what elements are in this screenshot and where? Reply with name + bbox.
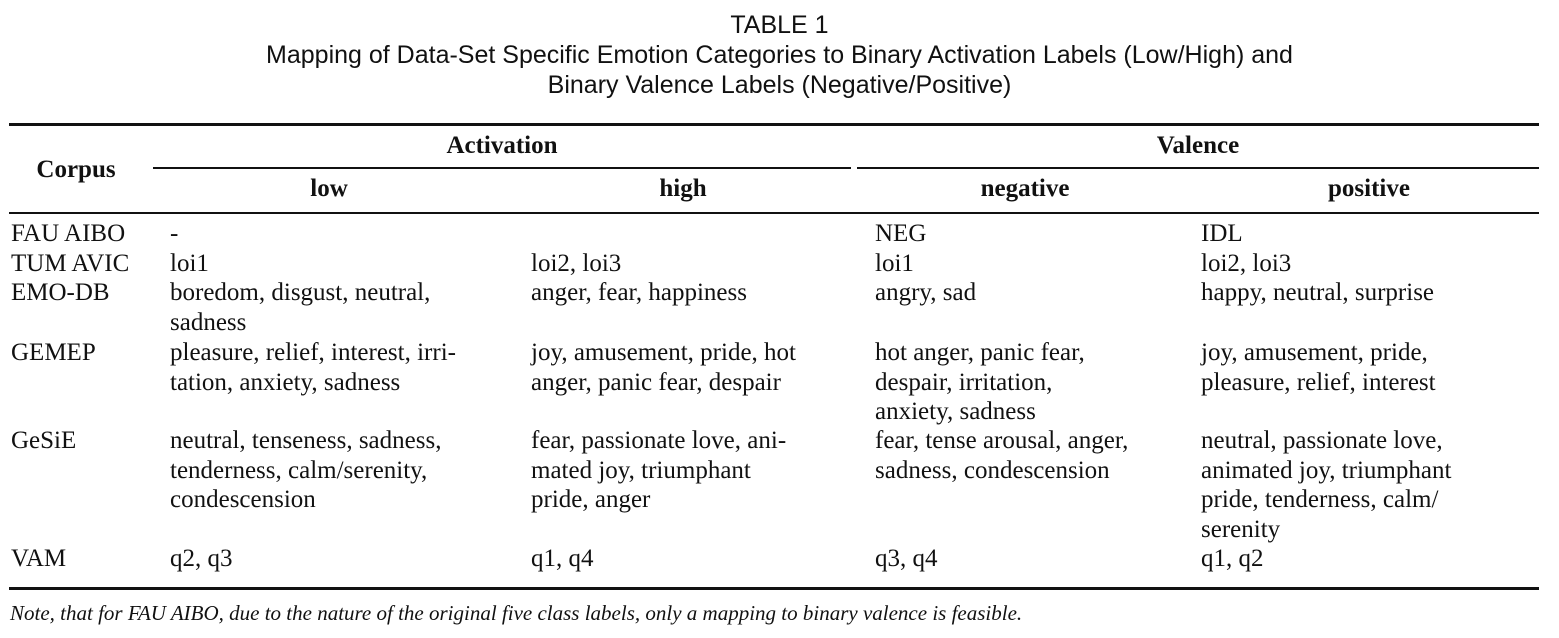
cell-corpus: TUM AVIC <box>11 250 130 277</box>
header-high: high <box>659 175 707 202</box>
table-title-line2: Binary Valence Labels (Negative/Positive… <box>547 71 1012 99</box>
cell-negative: q3, q4 <box>875 545 938 572</box>
cell-low: pleasure, relief, interest, irri- tation… <box>170 339 456 396</box>
header-low: low <box>310 175 348 202</box>
cell-corpus: EMO-DB <box>11 279 110 306</box>
header-corpus: Corpus <box>36 156 116 183</box>
table-label: TABLE 1 <box>730 11 829 39</box>
cell-corpus: FAU AIBO <box>11 220 126 247</box>
cell-positive: neutral, passionate love, animated joy, … <box>1201 427 1452 543</box>
cell-low: q2, q3 <box>170 545 233 572</box>
table-title-line1: Mapping of Data-Set Specific Emotion Cat… <box>266 41 1293 69</box>
cell-low: loi1 <box>170 250 209 277</box>
cell-high: loi2, loi3 <box>531 250 622 277</box>
cell-positive: q1, q2 <box>1201 545 1264 572</box>
cell-high: fear, passionate love, ani- mated joy, t… <box>531 427 787 513</box>
cell-high: anger, fear, happiness <box>531 279 747 306</box>
cell-low: boredom, disgust, neutral, sadness <box>170 279 431 336</box>
header-valence: Valence <box>1156 132 1240 159</box>
table-caption: TABLE 1 Mapping of Data-Set Specific Emo… <box>0 10 1559 100</box>
cell-positive: happy, neutral, surprise <box>1201 279 1435 306</box>
cell-negative: hot anger, panic fear, despair, irritati… <box>875 339 1085 425</box>
cell-high: q1, q4 <box>531 545 594 572</box>
cell-negative: NEG <box>875 220 927 247</box>
cell-corpus: GEMEP <box>11 339 96 366</box>
cell-negative: loi1 <box>875 250 914 277</box>
cell-corpus: VAM <box>11 545 67 572</box>
cell-positive: IDL <box>1201 220 1243 247</box>
activation-underline <box>153 167 851 169</box>
header-positive: positive <box>1328 175 1410 202</box>
top-rule <box>9 123 1539 126</box>
cell-corpus: GeSiE <box>11 427 77 454</box>
cell-low: - <box>170 220 179 247</box>
cell-positive: joy, amusement, pride, pleasure, relief,… <box>1201 339 1436 396</box>
table-footnote: Note, that for FAU AIBO, due to the natu… <box>10 601 1023 625</box>
cell-high: joy, amusement, pride, hot anger, panic … <box>531 339 796 396</box>
header-negative: negative <box>980 175 1070 202</box>
cell-negative: angry, sad <box>875 279 977 306</box>
cell-positive: loi2, loi3 <box>1201 250 1292 277</box>
bottom-rule <box>9 587 1539 590</box>
header-rule <box>9 212 1539 214</box>
header-activation: Activation <box>446 132 558 159</box>
cell-negative: fear, tense arousal, anger, sadness, con… <box>875 427 1129 484</box>
cell-low: neutral, tenseness, sadness, tenderness,… <box>170 427 442 513</box>
valence-underline <box>857 167 1539 169</box>
